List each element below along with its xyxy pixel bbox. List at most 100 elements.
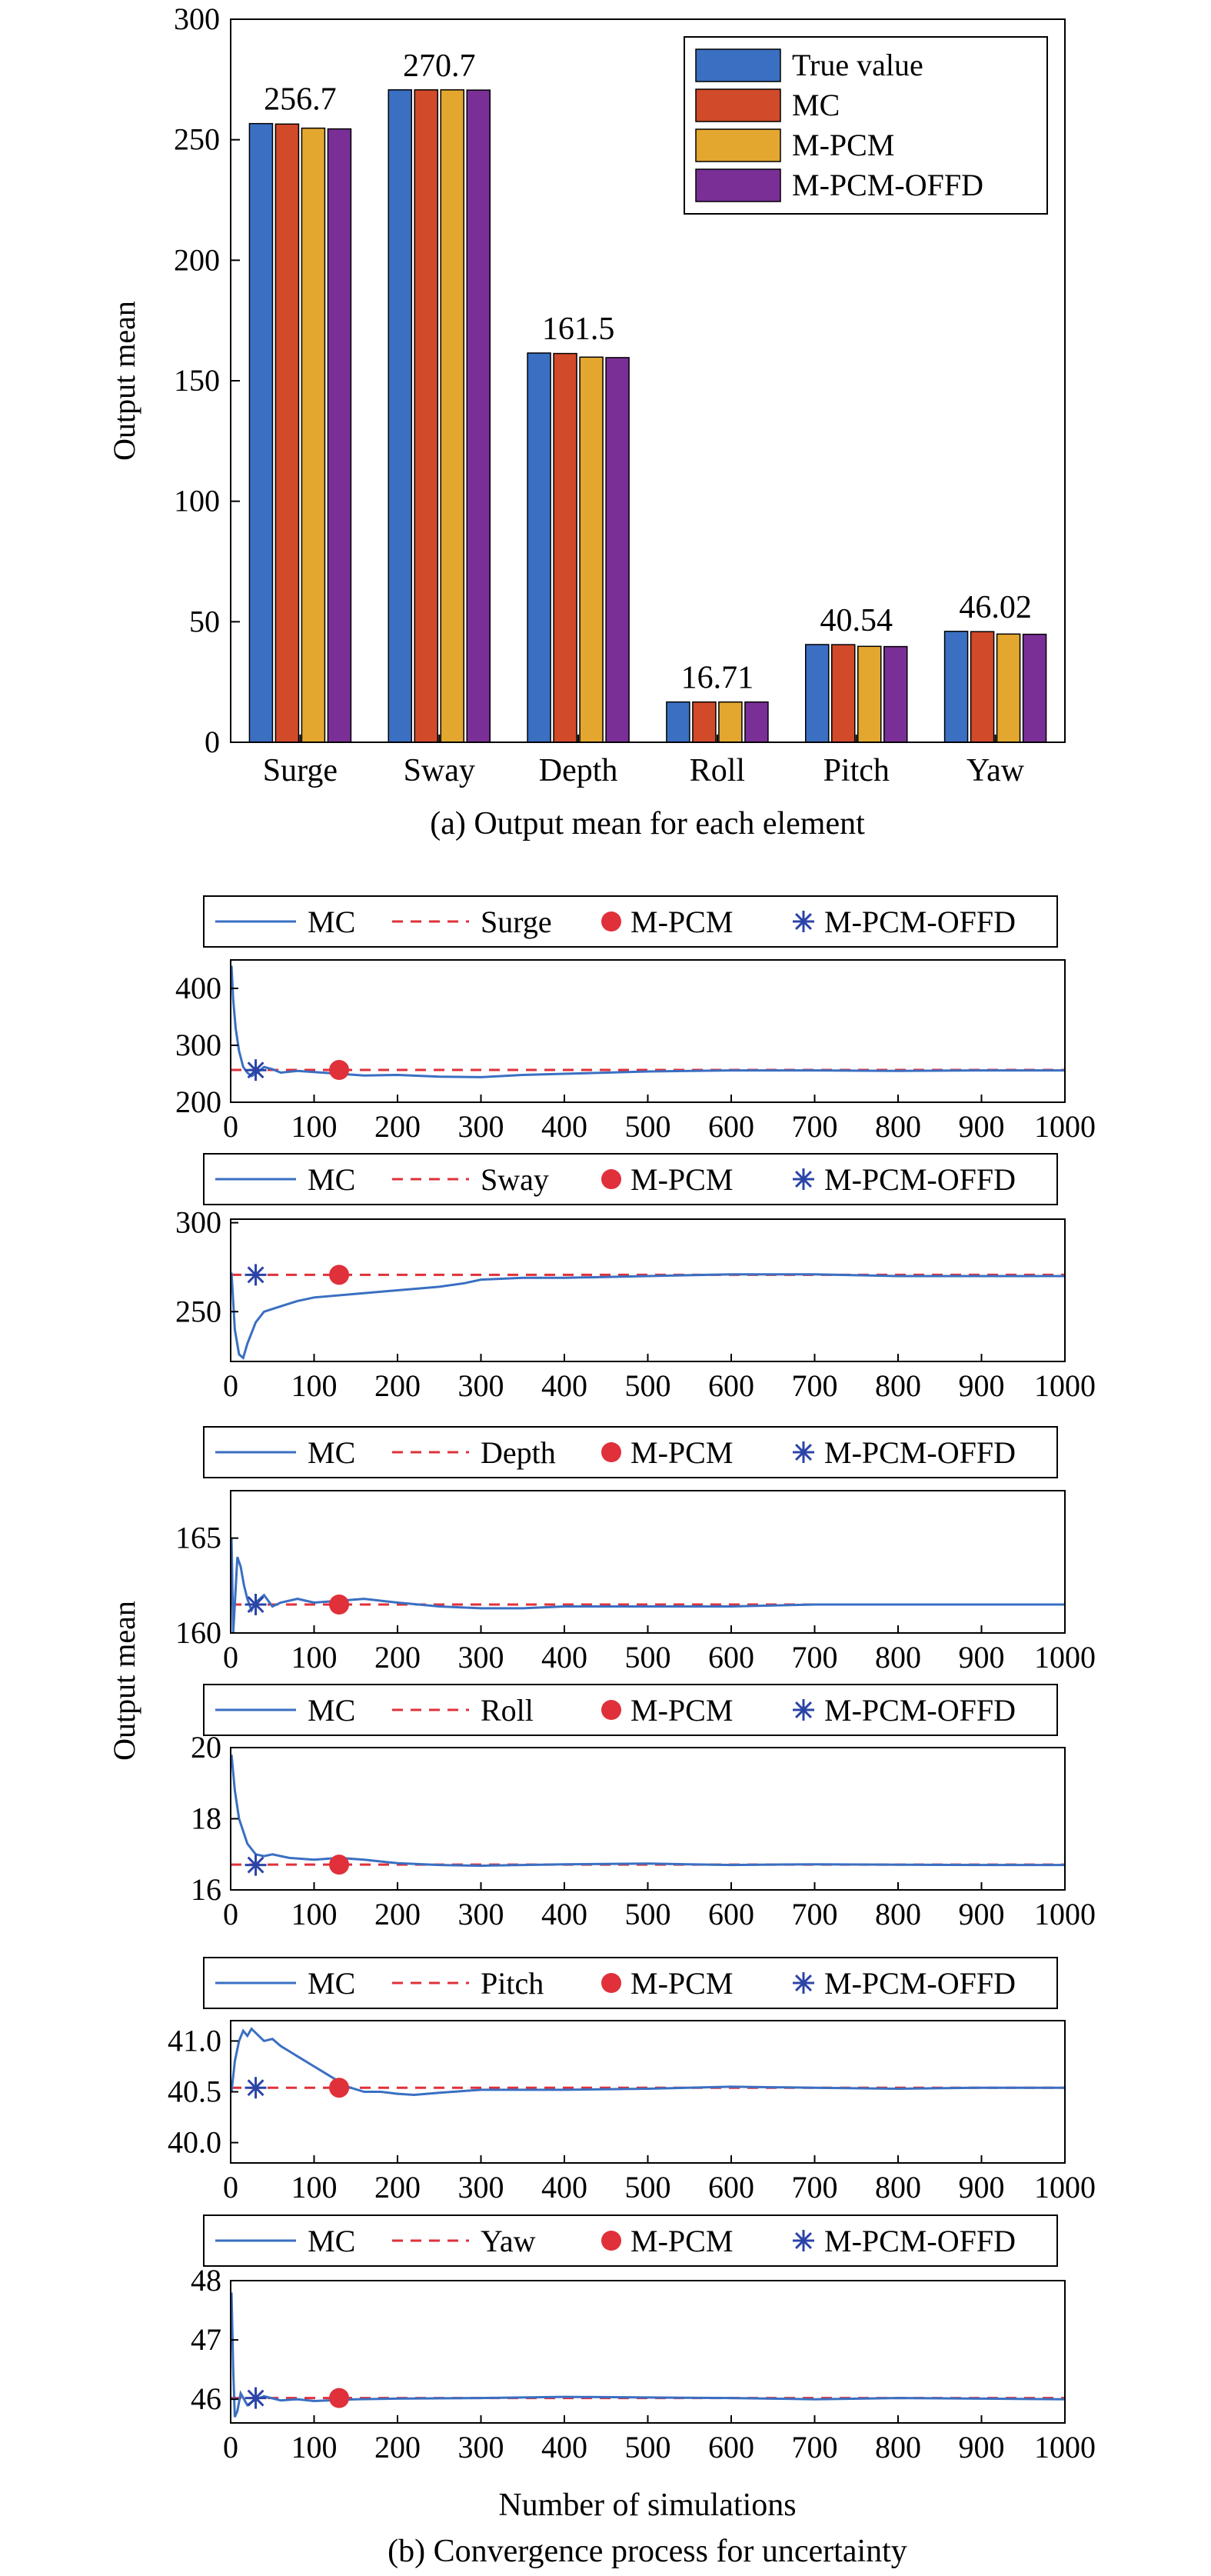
x-tick-label: Depth: [539, 753, 618, 788]
y-tick-label: 48: [191, 2263, 221, 2298]
x-tick-label: 100: [291, 2430, 338, 2464]
legend-mpcm-label: M-PCM: [630, 905, 733, 939]
y-axis-ticks: 0 50 100 150 200 250 300: [174, 2, 240, 759]
bar-annotation: 46.02: [959, 590, 1032, 625]
x-tick-label: 900: [959, 2170, 1005, 2204]
x-tick-label: 800: [875, 1640, 921, 1675]
bar-annotation: 40.54: [820, 603, 893, 638]
bar-annotation: 16.71: [681, 661, 754, 696]
bar-legend: True value MC M-PCM M-PCM-OFFD: [684, 36, 1048, 215]
mc-line: [231, 965, 1065, 1078]
legend-mpcm-marker: [601, 1973, 621, 1993]
legend-element-label: Yaw: [481, 2224, 536, 2258]
offd-marker: [245, 1594, 267, 1615]
y-tick-label: 200: [175, 1085, 221, 1119]
legend-mc-label: MC: [308, 1435, 355, 1470]
bar-yaw-mc: [970, 631, 995, 743]
bar-yaw-m-pcm: [996, 633, 1021, 743]
legend-offd-marker: [793, 1441, 814, 1463]
x-tick-label: 400: [541, 1109, 587, 1144]
panel-legend-box: [203, 895, 1058, 948]
x-tick-label: 700: [792, 1109, 838, 1144]
x-tick-label: 100: [291, 1897, 338, 1931]
y-tick-label: 41.0: [168, 2023, 221, 2058]
bar-chart-ylabel: Output mean: [107, 301, 141, 461]
y-tick-label: 150: [174, 363, 220, 398]
panel-depth: MC Depth M-PCM M-PCM-OFFD 160 165 0 100 200 300 40…: [175, 1426, 1096, 1675]
x-tick-label: 700: [792, 1368, 838, 1403]
legend-mpcm-marker: [601, 911, 621, 931]
panel-legend-box: [203, 1153, 1058, 1205]
y-tick-label: 50: [189, 604, 220, 638]
x-tick-label: 500: [625, 1109, 671, 1144]
bar-surge-m-pcm-offd: [327, 128, 352, 743]
y-tick-label: 400: [175, 971, 221, 1005]
bar-depth-m-pcm: [579, 356, 604, 743]
y-tick-label: 250: [175, 1294, 221, 1328]
x-tick-label: 300: [458, 1109, 504, 1144]
panel-frame: [230, 959, 1066, 1103]
legend-label: MC: [792, 88, 840, 122]
x-tick-label: 800: [875, 1368, 921, 1403]
legend-offd-marker: [793, 911, 814, 932]
x-tick-label: 600: [708, 1109, 754, 1144]
legend-mc-label: MC: [308, 1693, 355, 1728]
mpcm-marker: [329, 2078, 350, 2098]
bar-pitch-m-pcm-offd: [883, 645, 908, 743]
y-tick-label: 100: [174, 484, 220, 518]
x-tick-label: 800: [875, 2430, 921, 2464]
legend-mpcm-marker: [601, 1442, 621, 1462]
bar-sway-true-value: [388, 89, 412, 743]
x-tick-label: 900: [959, 1897, 1005, 1931]
mpcm-marker: [329, 1595, 350, 1615]
x-tick-label: 100: [291, 1640, 338, 1675]
bar-yaw-true-value: [943, 631, 969, 743]
x-tick-label: 500: [625, 2170, 671, 2204]
panel-frame: [230, 1218, 1066, 1362]
legend-label: True value: [792, 48, 923, 82]
legend-offd-label: M-PCM-OFFD: [824, 1693, 1016, 1728]
convergence-ylabel: Output mean: [107, 1601, 141, 1761]
panel-legend-box: [203, 1684, 1058, 1736]
mc-line: [231, 1538, 1065, 1633]
x-tick-label: 200: [374, 1640, 421, 1675]
bar-depth-true-value: [527, 352, 551, 743]
mc-line: [231, 2292, 1065, 2418]
bar-chart: 256.7 270.7 161.5 16.71 40.54 46.02 0 50 100 150…: [107, 2, 1066, 841]
legend-offd-marker-stroke: [795, 913, 812, 930]
panel-legend-box: [203, 1957, 1058, 2009]
legend-offd-marker-stroke: [795, 1171, 812, 1188]
x-tick-label: 300: [458, 2170, 504, 2204]
offd-marker: [245, 2387, 267, 2409]
x-tick-label: 100: [291, 2170, 338, 2204]
legend-offd-marker: [793, 1168, 814, 1190]
panel-legend-box: [203, 2214, 1058, 2267]
y-tick-label: 250: [174, 122, 220, 157]
y-tick-label: 165: [175, 1521, 221, 1555]
legend-element-label: Depth: [481, 1435, 556, 1470]
bars-group: [248, 89, 1047, 743]
legend-swatch: [695, 88, 781, 122]
panel-legend: MC Sway M-PCM M-PCM-OFFD: [203, 1153, 1058, 1205]
offd-marker-stroke: [247, 2079, 264, 2097]
offd-marker-stroke: [247, 1266, 264, 1284]
offd-marker: [245, 2077, 267, 2099]
x-tick-label: 200: [374, 2430, 421, 2464]
panel-legend-box: [203, 1426, 1058, 1478]
bar-pitch-mc: [831, 644, 856, 743]
legend-offd-marker-stroke: [795, 1444, 812, 1461]
x-tick-label: 200: [374, 2170, 421, 2204]
panel-frame: [230, 1490, 1066, 1634]
bar-chart-caption: (a) Output mean for each element: [430, 806, 865, 841]
offd-marker: [245, 1264, 267, 1286]
x-tick-label: 300: [458, 1897, 504, 1931]
offd-marker-stroke: [247, 2389, 264, 2407]
legend-mpcm-label: M-PCM: [630, 2224, 733, 2258]
y-tick-label: 46: [191, 2381, 221, 2416]
legend-element-label: Roll: [481, 1693, 534, 1728]
panel-frame: [230, 2020, 1066, 2164]
x-tick-label: 400: [541, 1897, 587, 1931]
x-tick-label: 700: [792, 2430, 838, 2464]
